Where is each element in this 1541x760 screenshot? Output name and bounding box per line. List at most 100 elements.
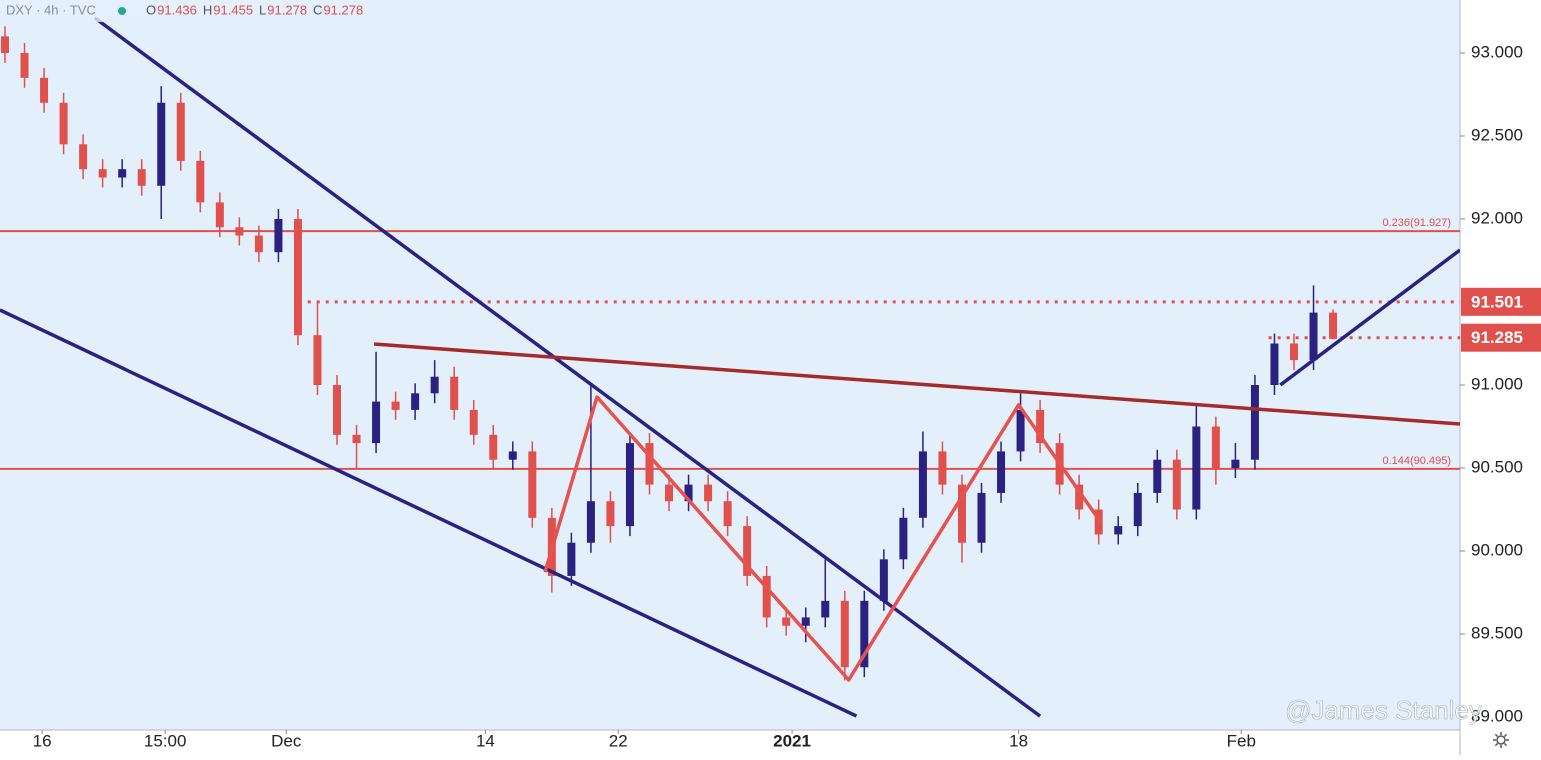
candle-body	[313, 335, 322, 386]
candle-body	[333, 385, 342, 435]
trendline	[543, 395, 1103, 682]
y-tick-label: 91.000	[1471, 374, 1523, 393]
candle-body	[0, 36, 9, 53]
candle-body	[1289, 343, 1298, 361]
candle-body	[918, 451, 927, 518]
candle-body	[879, 559, 888, 601]
candle-body	[235, 227, 244, 236]
legend-key: C	[313, 2, 322, 17]
candle-body	[391, 401, 400, 410]
x-tick-label: 2021	[773, 731, 811, 750]
candle-body	[957, 484, 966, 543]
watermark: @James Stanley	[1285, 695, 1482, 725]
candle-body	[743, 526, 752, 576]
status-dot	[118, 7, 126, 15]
overlay: 91.501 91.285	[1461, 287, 1541, 352]
candle-body	[1114, 526, 1123, 535]
x-tick-label: 18	[1009, 731, 1028, 750]
candle-body	[645, 443, 654, 485]
x-tick-label: 14	[476, 731, 495, 750]
trendline	[93, 16, 1042, 718]
y-tick-label: 92.500	[1471, 125, 1523, 144]
level-label: 0.144(90.495)	[1383, 455, 1452, 467]
candle-body	[1231, 459, 1240, 469]
candle-body	[840, 600, 849, 668]
candle-body	[118, 169, 127, 178]
plot-background	[0, 0, 1460, 730]
x-tick-label: Feb	[1227, 731, 1256, 750]
candle-body	[1192, 426, 1201, 510]
candle-body	[1250, 385, 1259, 460]
candle-body	[40, 77, 49, 103]
candle-body	[860, 600, 869, 668]
trendline	[0, 308, 858, 718]
candle-body	[157, 102, 166, 186]
x-tick-label: 16	[33, 731, 52, 750]
legend-key: O	[146, 2, 156, 17]
trendline	[373, 342, 1460, 426]
candle-body	[684, 484, 693, 502]
y-tick-label: 93.000	[1471, 42, 1523, 61]
candle-body	[1211, 426, 1220, 469]
candle-body	[98, 169, 107, 178]
legend-value: 91.436	[157, 2, 197, 17]
candle-body	[762, 575, 771, 618]
time-axis	[0, 730, 1460, 755]
candle-body	[59, 102, 68, 145]
legend-value: 91.455	[213, 2, 253, 17]
legend-value: 91.278	[323, 2, 363, 17]
candle-body	[1270, 343, 1279, 386]
candle-body	[215, 202, 224, 228]
price-axis	[1460, 0, 1541, 755]
candle-body	[665, 484, 674, 502]
candle-body	[586, 501, 595, 543]
y-tick-label: 89.500	[1471, 624, 1523, 643]
candle-body	[1133, 492, 1142, 527]
settings-icon[interactable]	[1493, 732, 1509, 748]
candle-body	[1309, 312, 1318, 361]
candle-body	[411, 393, 420, 410]
candle-body	[1036, 409, 1045, 444]
y-tick-label: 90.000	[1471, 541, 1523, 560]
candle-body	[1016, 409, 1025, 452]
x-tick-label: Dec	[271, 731, 302, 750]
legend-value: 91.278	[267, 2, 307, 17]
candle-body	[528, 451, 537, 518]
candle-body	[352, 434, 361, 444]
price-tag-label: 91.285	[1471, 328, 1523, 347]
candle-body	[254, 235, 263, 253]
plot: 0.236(91.927) 0.144(90.495)	[0, 16, 1460, 718]
trendline	[1279, 248, 1460, 387]
candle-body	[196, 160, 205, 203]
legend-key: L	[259, 2, 266, 17]
candle-body	[372, 401, 381, 444]
candle-body	[508, 451, 517, 460]
candle-body	[801, 617, 810, 626]
candle-body	[20, 52, 29, 78]
candle-body	[821, 600, 830, 618]
y-tick-label: 89.000	[1471, 707, 1523, 726]
candle-body	[450, 376, 459, 410]
candle-body	[625, 443, 634, 527]
legend-key: H	[203, 2, 212, 17]
x-tick-label: 15:00	[144, 731, 187, 750]
candle-body	[176, 102, 185, 161]
candle-body	[430, 376, 439, 394]
price-tag	[1461, 323, 1541, 352]
level-label: 0.236(91.927)	[1383, 217, 1452, 229]
y-tick-label: 90.500	[1471, 458, 1523, 477]
candle-body	[1172, 459, 1181, 510]
candle-body	[489, 434, 498, 460]
candle-body	[1075, 484, 1084, 510]
candle-body	[723, 501, 732, 527]
candle-body	[782, 617, 791, 626]
candle-body	[567, 542, 576, 576]
price-tag-label: 91.501	[1471, 292, 1523, 311]
x-tick-label: 22	[609, 731, 628, 750]
candle-body	[1153, 459, 1162, 493]
candle-body	[274, 218, 283, 253]
candle-body	[977, 492, 986, 543]
candle-body	[293, 218, 302, 336]
